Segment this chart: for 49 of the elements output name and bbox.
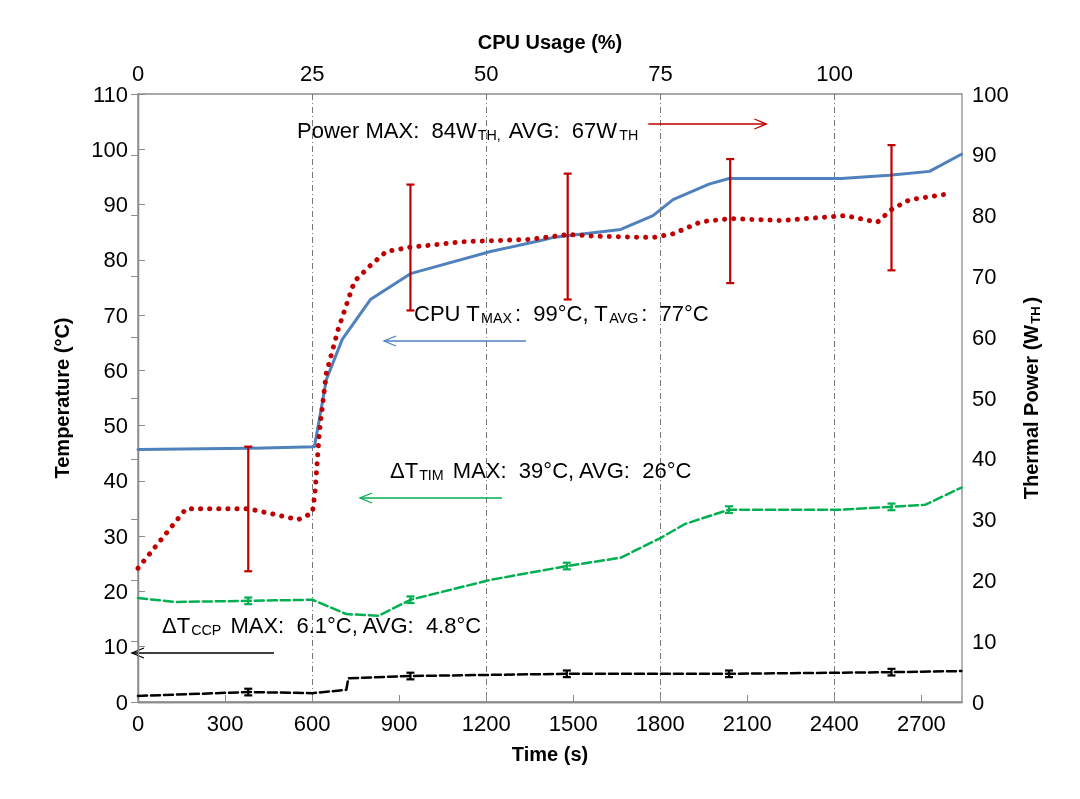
y-tick-label: 10 <box>103 634 128 660</box>
annotation: CPU TMAX: 99°C, TAVG: 77°C <box>414 300 709 326</box>
y2-tick-label: 60 <box>972 324 997 350</box>
y2-tick-label: 100 <box>972 81 1009 107</box>
x-tick-label: 1800 <box>635 710 685 736</box>
line-series <box>136 152 963 451</box>
x-tick-label: 2400 <box>809 710 859 736</box>
annotation: ΔTTIM MAX: 39°C, AVG: 26°C <box>390 457 692 483</box>
x-tick-label: 900 <box>380 710 418 736</box>
x2-tick-label: 25 <box>299 60 325 86</box>
y2-tick-label: 70 <box>972 263 997 289</box>
y-tick-label: 70 <box>103 302 128 328</box>
y2-tick-label: 20 <box>972 567 997 593</box>
y-tick-label: 20 <box>103 578 128 604</box>
x-tick-label: 1500 <box>548 710 598 736</box>
y-tick-label: 60 <box>103 357 128 383</box>
x2-axis-title: CPU Usage (%) <box>477 31 623 53</box>
y2-tick-label: 0 <box>972 689 985 715</box>
y2-axis-title: Thermal Power (WTH) <box>1020 296 1043 500</box>
y2-tick-label: 40 <box>972 446 997 472</box>
y2-tick-label: 50 <box>972 385 997 411</box>
y2-tick-label: 80 <box>972 203 997 229</box>
y-tick-label: 90 <box>103 192 128 218</box>
y2-tick-label: 30 <box>972 507 997 533</box>
x-tick-label: 300 <box>206 710 244 736</box>
x-tick-label: 2100 <box>722 710 772 736</box>
y2-tick-label: 90 <box>972 142 997 168</box>
x-tick-label: 600 <box>293 710 331 736</box>
x-tick-label: 0 <box>131 710 145 736</box>
annotation: Power MAX: 84WTH, AVG: 67WTH <box>297 117 639 143</box>
x-tick-label: 2700 <box>896 710 946 736</box>
y-tick-label: 100 <box>91 136 128 162</box>
x2-tick-label: 100 <box>816 60 853 86</box>
y2-tick-label: 10 <box>972 628 997 654</box>
line-series <box>136 669 963 698</box>
x2-tick-label: 75 <box>648 60 673 86</box>
y-tick-label: 80 <box>103 247 128 273</box>
line-series <box>136 486 963 618</box>
y-tick-label: 40 <box>103 468 128 494</box>
y-tick-label: 30 <box>103 523 128 549</box>
y-tick-label: 50 <box>103 413 128 439</box>
x2-tick-label: 50 <box>474 60 499 86</box>
y-tick-label: 110 <box>92 81 128 107</box>
x2-tick-label: 0 <box>131 60 145 86</box>
y-tick-label: 0 <box>115 689 128 715</box>
x-tick-label: 1200 <box>461 710 511 736</box>
y-axis-title: Temperature (°C) <box>51 317 73 479</box>
annotation: ΔTCCP MAX: 6.1°C, AVG: 4.8°C <box>162 612 482 638</box>
x-axis-title: Time (s) <box>511 743 589 765</box>
